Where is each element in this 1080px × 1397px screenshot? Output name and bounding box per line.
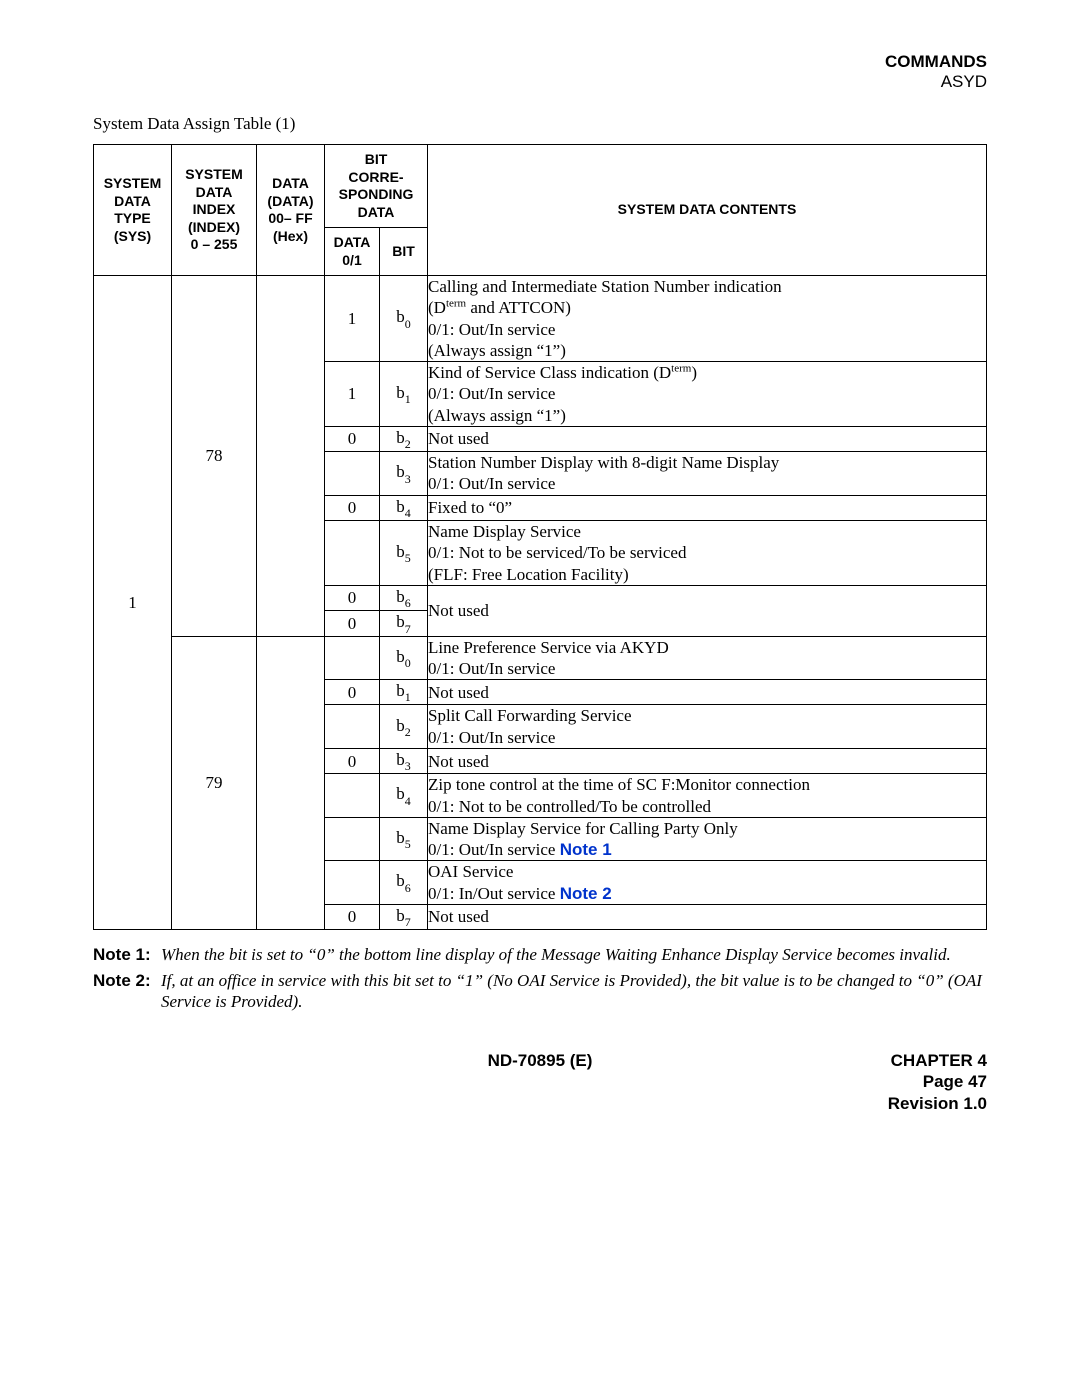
cell-content: Not used	[428, 680, 987, 705]
cell-d01	[325, 521, 380, 586]
cell-bit: b1	[380, 362, 428, 427]
cell-bit: b2	[380, 705, 428, 749]
note-2-label: Note 2:	[93, 970, 161, 1013]
th-d01: DATA0/1	[325, 228, 380, 276]
cell-content: Name Display Service for Calling Party O…	[428, 817, 987, 861]
cell-content: Not used	[428, 426, 987, 451]
note-1-label: Note 1:	[93, 944, 161, 965]
cell-d01: 1	[325, 362, 380, 427]
cell-content: Station Number Display with 8-digit Name…	[428, 452, 987, 496]
cell-sys: 1	[94, 276, 172, 930]
note-2: Note 2: If, at an office in service with…	[93, 970, 987, 1013]
table-caption: System Data Assign Table (1)	[93, 113, 987, 134]
cell-bit: b0	[380, 636, 428, 680]
cell-content: Not used	[428, 904, 987, 929]
cell-content: Line Preference Service via AKYD0/1: Out…	[428, 636, 987, 680]
cell-content: Fixed to “0”	[428, 495, 987, 520]
cell-index-78: 78	[172, 276, 257, 637]
footer-rev: Revision 1.0	[888, 1094, 987, 1113]
notes-section: Note 1: When the bit is set to “0” the b…	[93, 944, 987, 1012]
cell-content: Zip tone control at the time of SC F:Mon…	[428, 774, 987, 818]
cell-d01: 0	[325, 748, 380, 773]
header-asyd: ASYD	[941, 72, 987, 91]
cell-d01: 0	[325, 585, 380, 610]
cell-bit: b0	[380, 276, 428, 362]
cell-bit: b7	[380, 611, 428, 636]
header-commands: COMMANDS	[885, 52, 987, 71]
cell-d01	[325, 452, 380, 496]
cell-d01	[325, 774, 380, 818]
page-header: COMMANDS ASYD	[93, 52, 987, 93]
cell-content: Not used	[428, 585, 987, 636]
th-data: DATA(DATA)00– FF(Hex)	[257, 145, 325, 276]
page-footer: ND-70895 (E) CHAPTER 4 Page 47 Revision …	[93, 1050, 987, 1114]
cell-content: Calling and Intermediate Station Number …	[428, 276, 987, 362]
note-1-text: When the bit is set to “0” the bottom li…	[161, 944, 987, 965]
cell-d01	[325, 636, 380, 680]
cell-d01: 0	[325, 611, 380, 636]
cell-bit: b7	[380, 904, 428, 929]
cell-bit: b2	[380, 426, 428, 451]
cell-d01: 0	[325, 426, 380, 451]
cell-content: Split Call Forwarding Service0/1: Out/In…	[428, 705, 987, 749]
cell-content: Name Display Service0/1: Not to be servi…	[428, 521, 987, 586]
cell-d01	[325, 817, 380, 861]
cell-d01: 0	[325, 495, 380, 520]
th-bitgroup: BITCORRE-SPONDINGDATA	[325, 145, 428, 228]
cell-d01: 0	[325, 904, 380, 929]
system-data-table: SYSTEMDATATYPE(SYS) SYSTEMDATAINDEX(INDE…	[93, 144, 987, 930]
cell-bit: b5	[380, 817, 428, 861]
cell-data-79	[257, 636, 325, 930]
th-sys: SYSTEMDATATYPE(SYS)	[94, 145, 172, 276]
cell-content: OAI Service0/1: In/Out service Note 2	[428, 861, 987, 905]
cell-content: Not used	[428, 748, 987, 773]
note-2-text: If, at an office in service with this bi…	[161, 970, 987, 1013]
note-1: Note 1: When the bit is set to “0” the b…	[93, 944, 987, 965]
cell-bit: b5	[380, 521, 428, 586]
cell-content: Kind of Service Class indication (Dterm)…	[428, 362, 987, 427]
cell-bit: b6	[380, 585, 428, 610]
cell-bit: b3	[380, 748, 428, 773]
cell-d01: 0	[325, 680, 380, 705]
th-contents: SYSTEM DATA CONTENTS	[428, 145, 987, 276]
cell-d01	[325, 861, 380, 905]
cell-d01	[325, 705, 380, 749]
footer-doc: ND-70895 (E)	[93, 1050, 987, 1071]
cell-index-79: 79	[172, 636, 257, 930]
footer-page: Page 47	[923, 1072, 987, 1091]
cell-bit: b3	[380, 452, 428, 496]
th-bit: BIT	[380, 228, 428, 276]
cell-bit: b4	[380, 495, 428, 520]
cell-data-78	[257, 276, 325, 637]
cell-bit: b6	[380, 861, 428, 905]
cell-d01: 1	[325, 276, 380, 362]
th-index: SYSTEMDATAINDEX(INDEX)0 – 255	[172, 145, 257, 276]
cell-bit: b4	[380, 774, 428, 818]
cell-bit: b1	[380, 680, 428, 705]
